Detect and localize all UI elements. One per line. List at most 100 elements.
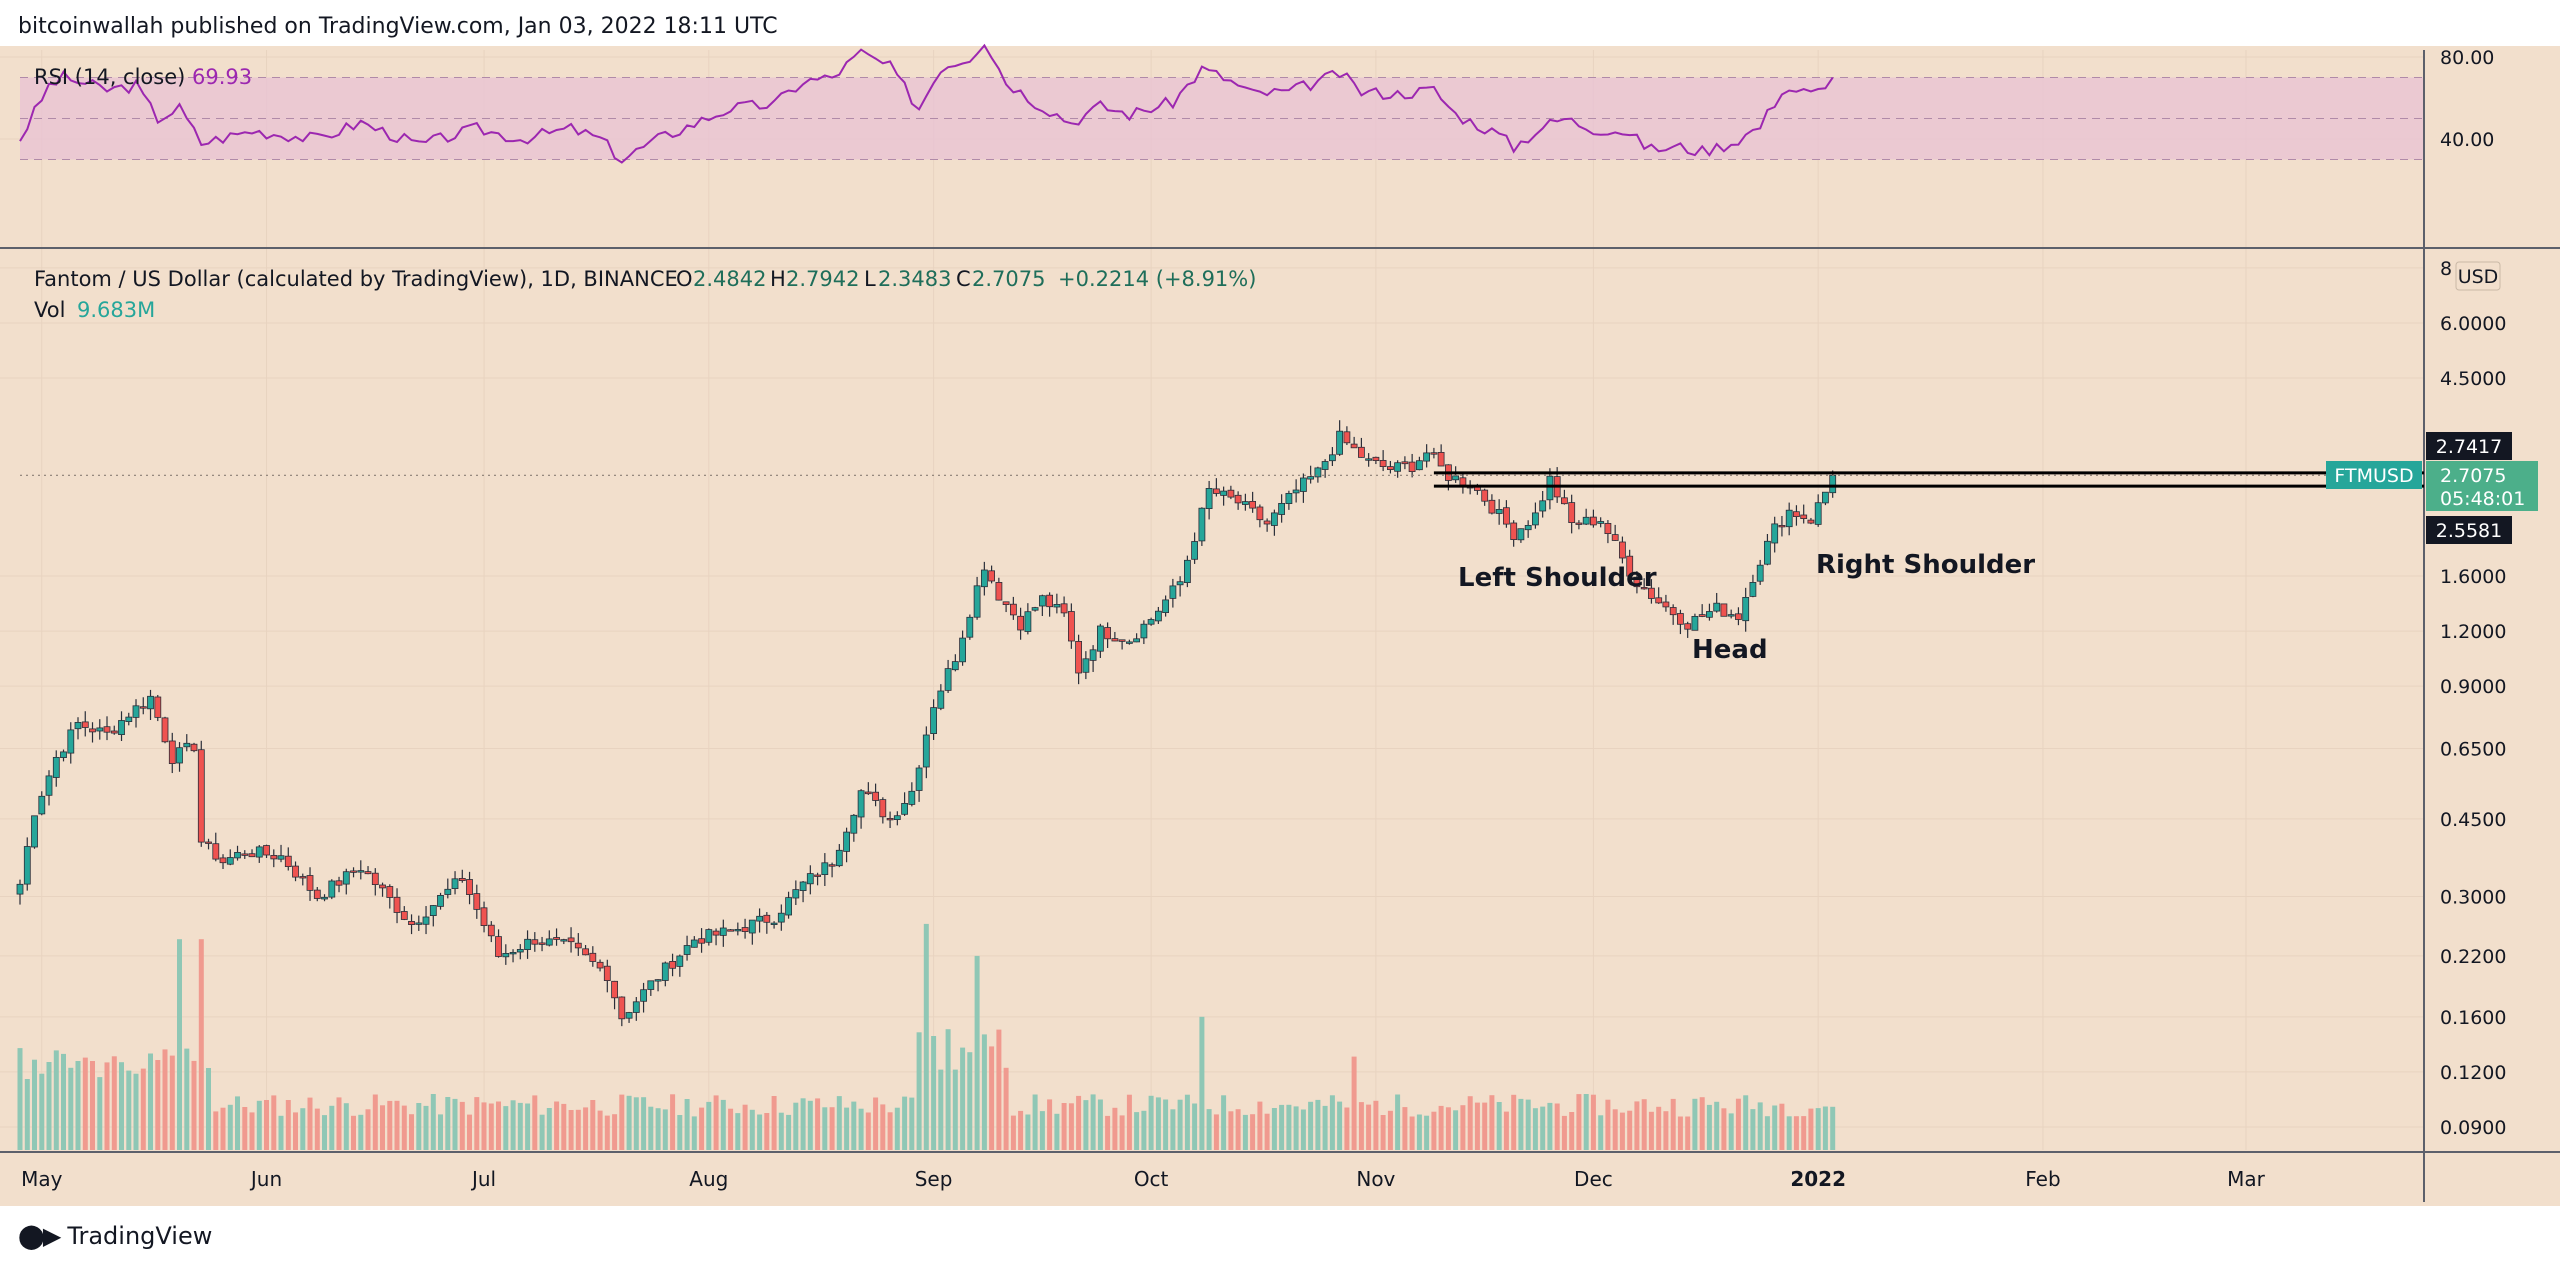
time-axis-label: Nov xyxy=(1356,1167,1395,1191)
volume-bar xyxy=(242,1107,248,1150)
candle xyxy=(321,894,328,902)
time-axis-label: Dec xyxy=(1574,1167,1613,1191)
candle xyxy=(241,850,249,859)
volume-bar xyxy=(1714,1101,1720,1150)
volume-bar xyxy=(967,1052,973,1150)
candle xyxy=(1756,559,1764,585)
chart-background xyxy=(0,46,2560,1206)
volume-bar xyxy=(1518,1098,1524,1150)
candle xyxy=(176,742,183,772)
volume-bar xyxy=(1402,1107,1408,1150)
candle xyxy=(81,711,89,737)
candle xyxy=(524,930,531,959)
svg-text:H: H xyxy=(770,267,786,291)
currency-badge[interactable]: USD xyxy=(2458,266,2499,288)
volume-bar xyxy=(1409,1116,1415,1150)
volume-bar xyxy=(1148,1095,1154,1150)
volume-bar xyxy=(989,1046,995,1150)
volume-bar xyxy=(358,1114,364,1150)
candle xyxy=(835,844,843,868)
volume-bar xyxy=(1387,1110,1393,1150)
volume-bar xyxy=(1735,1098,1741,1150)
svg-text:O: O xyxy=(676,267,693,291)
volume-bar xyxy=(39,1073,45,1150)
volume-bar xyxy=(952,1069,958,1150)
currency-badge-box[interactable] xyxy=(2455,261,2501,291)
volume-bar xyxy=(1097,1099,1103,1150)
candle xyxy=(23,837,31,891)
candle xyxy=(589,946,597,967)
candle xyxy=(1097,623,1104,658)
candle xyxy=(408,914,415,935)
volume-bar xyxy=(1344,1107,1350,1150)
volume-bar xyxy=(764,1113,770,1150)
candle xyxy=(698,928,705,953)
candle xyxy=(38,791,46,816)
price-label-lower: 2.5581 xyxy=(2426,516,2512,544)
candle xyxy=(168,732,176,774)
volume-bar xyxy=(728,1108,734,1150)
volume-bar xyxy=(1772,1105,1778,1150)
candle xyxy=(1162,595,1169,617)
candle xyxy=(313,887,321,902)
candle xyxy=(270,849,278,868)
volume-bar xyxy=(1721,1108,1727,1150)
candle xyxy=(1198,507,1206,546)
svg-text:L: L xyxy=(864,267,876,291)
candle xyxy=(487,921,495,943)
candle xyxy=(371,868,379,896)
candle xyxy=(1597,517,1605,528)
candle xyxy=(1372,456,1380,465)
volume-bar xyxy=(162,1049,168,1150)
candle xyxy=(306,867,314,901)
candle xyxy=(16,879,24,905)
candle xyxy=(284,847,292,871)
candle xyxy=(212,832,220,862)
annotation-head: Head xyxy=(1692,635,1768,665)
candle xyxy=(538,936,546,952)
candle xyxy=(574,933,582,956)
candle xyxy=(1118,639,1126,650)
candle xyxy=(1742,587,1750,632)
volume-bar xyxy=(220,1107,226,1150)
volume-bar xyxy=(278,1115,284,1150)
volume-bar xyxy=(1648,1111,1654,1150)
candle xyxy=(1561,489,1568,505)
volume-bar xyxy=(1199,1016,1205,1150)
candle xyxy=(45,770,53,806)
candle xyxy=(1205,480,1213,520)
volume-bar xyxy=(1119,1115,1125,1150)
volume-bar xyxy=(459,1101,465,1150)
volume-bar xyxy=(1706,1104,1712,1150)
volume-bar xyxy=(111,1056,117,1150)
candle xyxy=(1640,578,1648,590)
volume-bar xyxy=(1692,1098,1698,1150)
candle xyxy=(843,827,850,863)
time-axis-label: Oct xyxy=(1134,1167,1169,1191)
volume-bar xyxy=(343,1103,349,1150)
price-axis-label: 1.6000 xyxy=(2440,566,2506,588)
volume-bar xyxy=(836,1096,842,1150)
volume-bar xyxy=(1257,1101,1263,1150)
candle xyxy=(429,905,437,927)
volume-bar xyxy=(17,1048,23,1150)
volume-bar xyxy=(865,1112,871,1150)
volume-bar xyxy=(169,1055,175,1150)
volume-bar xyxy=(604,1115,610,1150)
volume-bar xyxy=(1467,1096,1473,1150)
svg-text:+0.2214 (+8.91%): +0.2214 (+8.91%) xyxy=(1058,267,1256,291)
volume-bar xyxy=(293,1112,298,1150)
candle xyxy=(1662,594,1670,612)
candle xyxy=(1677,609,1684,635)
volume-bar xyxy=(235,1096,240,1150)
volume-bar xyxy=(597,1110,603,1150)
volume-bar xyxy=(1453,1110,1459,1150)
volume-bar xyxy=(539,1114,545,1150)
tradingview-brand[interactable]: ⬤▶ TradingView xyxy=(18,1222,212,1250)
price-axis-label: 0.1200 xyxy=(2440,1062,2506,1084)
time-axis-label: Aug xyxy=(689,1167,728,1191)
time-axis-label: Jun xyxy=(249,1167,282,1191)
svg-text:2.7942: 2.7942 xyxy=(786,267,859,291)
volume-bar xyxy=(97,1077,103,1150)
candle xyxy=(632,997,640,1021)
